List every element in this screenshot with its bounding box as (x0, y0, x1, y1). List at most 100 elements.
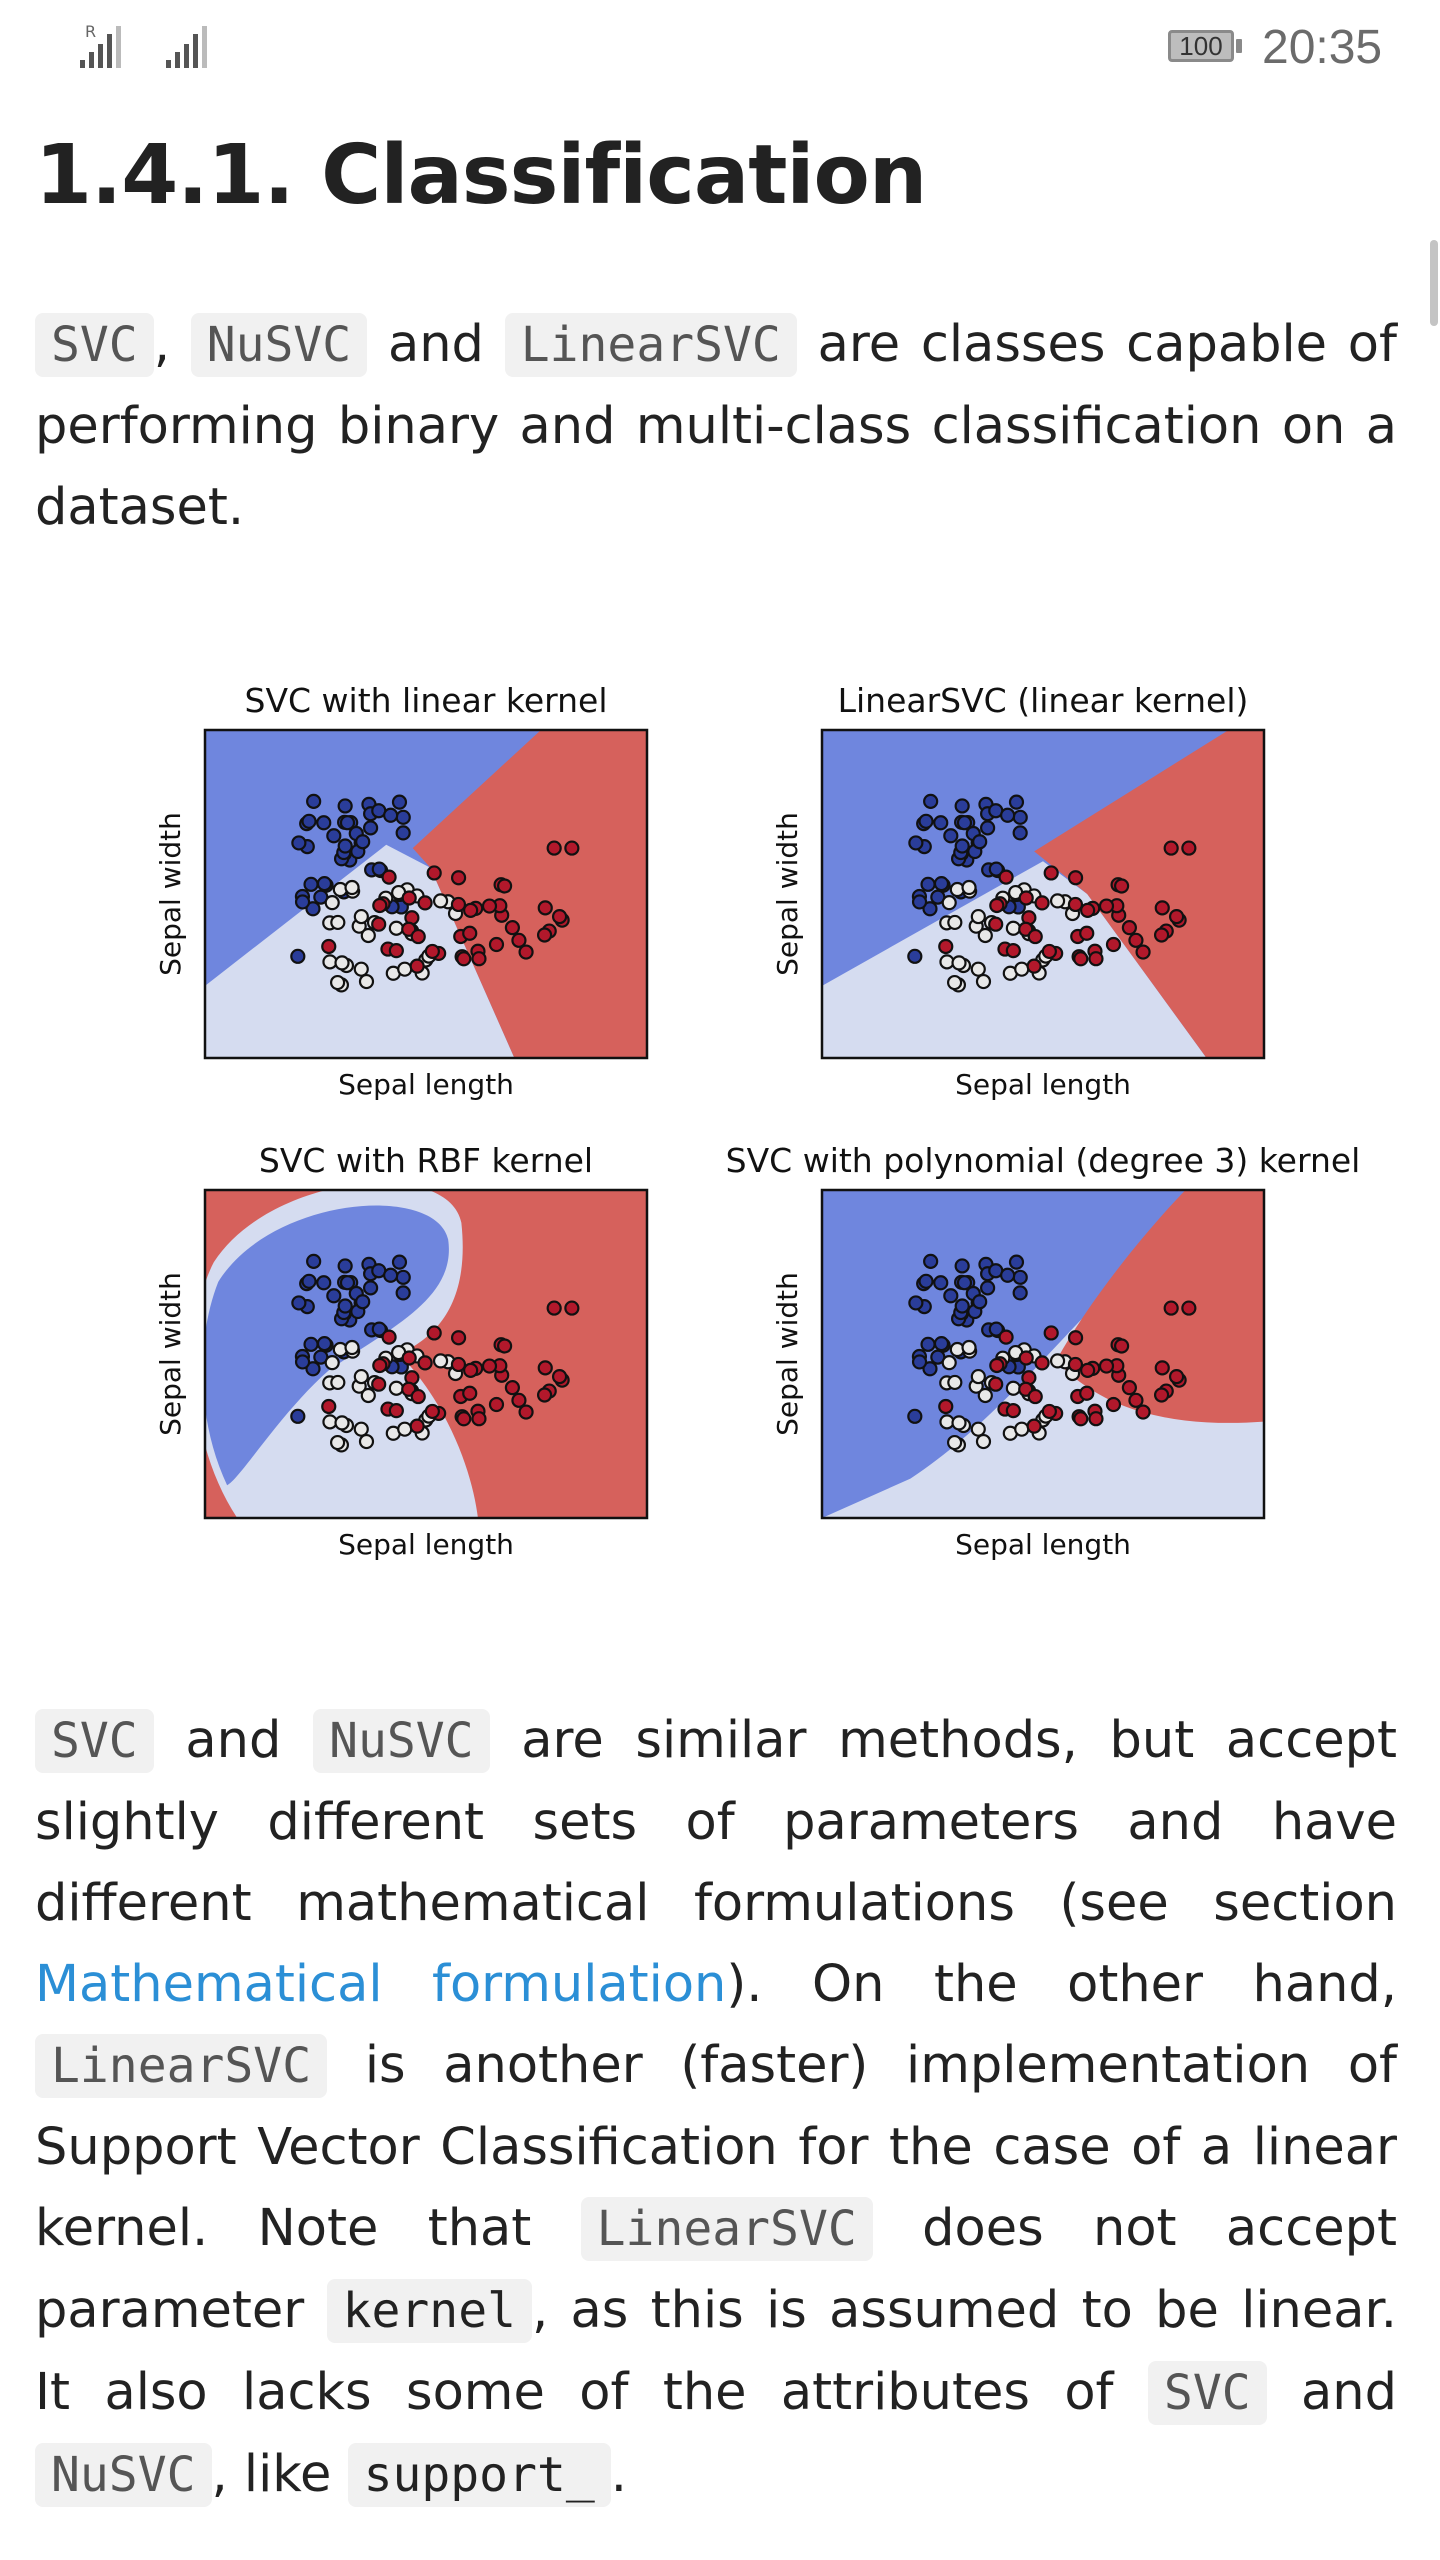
data-point (946, 974, 963, 991)
text-segment: , like (211, 2445, 332, 2504)
data-point (933, 815, 949, 831)
data-point (975, 973, 992, 990)
y-axis-label: Sepal width (771, 1272, 804, 1436)
data-point (1080, 902, 1096, 918)
data-point (923, 1253, 939, 1269)
data-point (316, 1336, 333, 1352)
data-point (456, 951, 472, 967)
data-point (358, 973, 375, 990)
data-point (1005, 920, 1021, 936)
svm-comparison-figure: SVC with linear kernel Sepal length Sepal … (0, 640, 1440, 1580)
data-point (951, 955, 967, 971)
data-point (330, 1434, 346, 1451)
text-segment: . (610, 2445, 627, 2504)
data-point (383, 1267, 399, 1283)
data-point (1114, 1338, 1130, 1354)
axes-frame (820, 728, 1266, 1060)
data-point (947, 1374, 963, 1391)
data-point (395, 825, 411, 841)
data-point (450, 870, 467, 886)
data-point (1034, 1355, 1050, 1371)
data-point (462, 925, 478, 941)
svm-subplot: SVC with RBF kernel Sepal length Sepal wid… (154, 1141, 649, 1561)
data-point (358, 1433, 375, 1450)
data-point (301, 813, 317, 829)
data-point (471, 1411, 487, 1427)
data-point (920, 876, 936, 892)
data-point (326, 1288, 342, 1304)
data-point (972, 834, 988, 850)
data-point (1067, 1356, 1084, 1373)
data-point (290, 948, 306, 964)
data-point (941, 1355, 957, 1371)
decision-regions (822, 1190, 1264, 1518)
data-point (1067, 896, 1084, 913)
code-svc: SVC (35, 313, 154, 377)
data-point (1005, 1403, 1021, 1419)
text-segment: , as this is assumed to be linear. It al… (35, 2281, 1398, 2422)
y-axis-label: Sepal width (771, 812, 804, 976)
scrollbar[interactable] (1430, 240, 1438, 326)
data-point (975, 1433, 992, 1450)
svm-subplot: LinearSVC (linear kernel) Sepal length Sep… (771, 681, 1266, 1101)
data-point (1098, 898, 1115, 914)
data-point (980, 1280, 996, 1296)
data-point (291, 835, 307, 851)
data-point (1079, 1385, 1095, 1401)
data-point (353, 1421, 369, 1437)
mathematical-formulation-link[interactable]: Mathematical formulation (35, 1955, 727, 2014)
data-point (972, 1294, 988, 1310)
data-point (1121, 1380, 1137, 1396)
data-point (977, 927, 993, 944)
code-nusvc: NuSVC (190, 313, 368, 377)
data-point (1128, 932, 1144, 948)
data-point (1153, 927, 1170, 943)
data-point (511, 1392, 527, 1408)
data-point (956, 815, 973, 831)
data-point (988, 916, 1004, 932)
code-svc: SVC (35, 1709, 154, 1773)
data-point (397, 961, 413, 977)
data-point (989, 1357, 1005, 1374)
data-point (1105, 936, 1122, 953)
data-point (1128, 1392, 1144, 1408)
x-axis-label: Sepal length (955, 1068, 1131, 1101)
data-point (497, 878, 513, 894)
data-point (954, 1258, 970, 1274)
data-point (951, 1415, 967, 1431)
data-point (1000, 807, 1016, 823)
data-point (409, 1418, 425, 1434)
data-point (383, 807, 399, 823)
data-point (1043, 865, 1059, 881)
data-point (1135, 944, 1151, 960)
data-point (918, 813, 934, 829)
data-point (1163, 1300, 1179, 1316)
data-point (337, 1298, 353, 1314)
data-point (388, 920, 404, 936)
data-point (371, 1321, 387, 1337)
data-point (360, 1387, 376, 1404)
data-point (1027, 1388, 1043, 1405)
subplot-title: SVC with linear kernel (245, 681, 608, 720)
data-point (363, 1280, 379, 1296)
axes-frame (203, 1188, 649, 1520)
data-point (1000, 1267, 1016, 1283)
data-point (303, 876, 319, 892)
data-point (922, 901, 938, 917)
data-point (395, 809, 411, 825)
data-point (961, 879, 977, 896)
data-point (1153, 1387, 1170, 1403)
data-point (941, 895, 957, 911)
x-axis-label: Sepal length (338, 1528, 514, 1561)
data-point (537, 1360, 553, 1376)
data-point (305, 901, 321, 917)
data-point (922, 1361, 938, 1377)
data-point (488, 936, 505, 953)
data-point (1026, 958, 1042, 974)
data-point (970, 961, 986, 977)
data-point (294, 1354, 311, 1370)
text-comma: , (153, 315, 170, 374)
data-point (337, 838, 353, 854)
data-point (401, 1350, 417, 1366)
data-point (918, 1273, 934, 1289)
